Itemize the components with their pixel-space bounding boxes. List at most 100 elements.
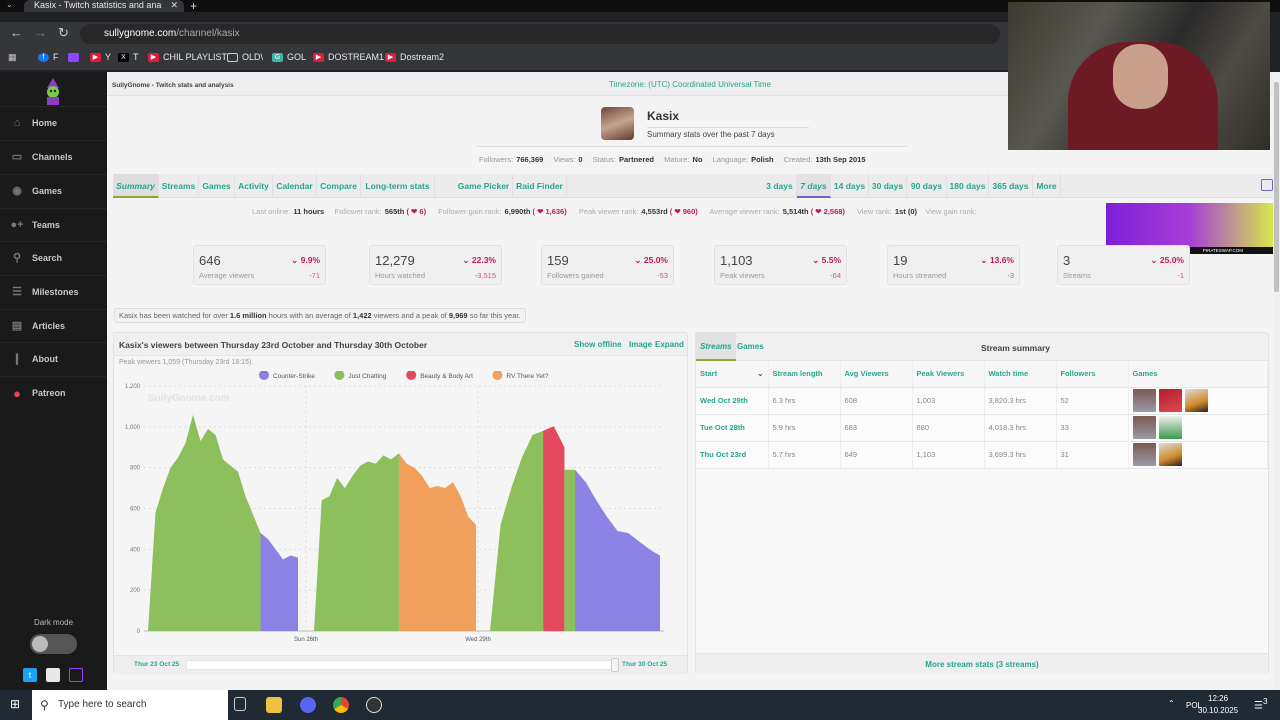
area-segment-just-chatting[interactable] — [314, 453, 399, 631]
sidebar-item-home[interactable]: ⌂ Home — [0, 106, 107, 139]
column-header-stream-length[interactable]: Stream length — [768, 361, 841, 388]
page-scrollbar[interactable] — [1273, 72, 1280, 690]
new-tab-button[interactable]: + — [190, 0, 198, 13]
bookmark-dostream1[interactable]: ▶ DOSTREAM1 — [313, 51, 384, 64]
show-offline-link[interactable]: Show offline — [574, 340, 622, 349]
range-slider-handle[interactable] — [611, 658, 619, 672]
game-thumb-counter-strike[interactable] — [1184, 389, 1208, 412]
column-header-peak-viewers[interactable]: Peak Viewers — [912, 361, 985, 388]
back-icon[interactable]: ← — [10, 25, 23, 40]
bookmark-youtube[interactable]: ▶ Y — [90, 51, 111, 64]
game-thumb-just-chatting[interactable] — [1132, 443, 1156, 466]
column-header-followers[interactable]: Followers — [1056, 361, 1129, 388]
area-segment-just-chatting[interactable] — [564, 469, 575, 631]
timezone-label[interactable]: Timezone: (UTC) Coordinated Universal Ti… — [609, 80, 771, 89]
legend-marker[interactable] — [334, 371, 345, 380]
area-segment-beauty-body-art[interactable] — [543, 426, 565, 631]
sidebar-item-search[interactable]: ⚲ Search — [0, 241, 107, 274]
site-brand[interactable]: SullyGnome - Twitch stats and analysis — [112, 82, 234, 89]
sidebar-item-patreon[interactable]: ● Patreon — [0, 376, 107, 409]
notifications-icon[interactable]: ☰3 — [1254, 696, 1268, 712]
period-180-days[interactable]: 180 days — [947, 174, 989, 198]
tab-games-list[interactable]: Games — [737, 342, 764, 351]
legend-marker[interactable] — [259, 371, 269, 380]
legend-label[interactable]: Beauty & Body Art — [420, 373, 473, 380]
sidebar-item-channels[interactable]: ▭ Channels — [0, 140, 107, 173]
tab-game-picker[interactable]: Game Picker — [455, 174, 513, 198]
bookmark-chil-playlist[interactable]: ▶ CHIL PLAYLIST — [148, 51, 227, 64]
period-more[interactable]: More — [1033, 174, 1061, 198]
period-30-days[interactable]: 30 days — [869, 174, 907, 198]
dark-mode-toggle[interactable] — [30, 634, 77, 654]
tab-compare[interactable]: Compare — [317, 174, 361, 198]
game-thumb-just-chatting[interactable] — [1132, 389, 1156, 412]
tab-search-icon[interactable]: ⌄ — [6, 0, 13, 9]
tab-raid-finder[interactable]: Raid Finder — [513, 174, 567, 198]
windows-start-icon[interactable]: ⊞ — [10, 697, 21, 711]
twitter-icon[interactable]: t — [23, 668, 37, 682]
game-thumb-beauty-body-art[interactable] — [1158, 389, 1182, 412]
table-row[interactable]: Wed Oct 29th 6.3 hrs 608 1,003 3,820.3 h… — [696, 387, 1268, 415]
legend-marker[interactable] — [406, 371, 417, 380]
forward-icon[interactable]: → — [34, 25, 47, 40]
game-thumb-counter-strike[interactable] — [1158, 443, 1182, 466]
period-3-days[interactable]: 3 days — [763, 174, 797, 198]
url-input[interactable]: sullygnome.com/channel/kasix — [80, 24, 1000, 44]
browser-tab[interactable]: Kasix - Twitch statistics and ana ✕ — [24, 0, 184, 12]
apps-icon[interactable]: ▦ — [8, 52, 17, 62]
column-header-games[interactable]: Games — [1128, 361, 1268, 388]
close-tab-icon[interactable]: ✕ — [170, 0, 178, 10]
game-thumb-just-chatting[interactable] — [1132, 416, 1156, 439]
twitch-icon[interactable] — [69, 668, 83, 682]
legend-marker[interactable] — [492, 371, 503, 380]
sidebar-item-milestones[interactable]: ☰ Milestones — [0, 275, 107, 308]
period-90-days[interactable]: 90 days — [907, 174, 947, 198]
tray-chevron-up-icon[interactable]: ⌃ — [1168, 699, 1175, 708]
sullygnome-logo[interactable] — [40, 78, 66, 106]
clock[interactable]: 12:26 30.10.2025 — [1198, 694, 1239, 715]
area-segment-counter-strike[interactable] — [575, 469, 660, 631]
stream-start-link[interactable]: Thu Oct 23rd — [696, 441, 769, 469]
stream-start-link[interactable]: Wed Oct 29th — [696, 387, 769, 415]
discord-icon[interactable] — [300, 697, 316, 713]
legend-label[interactable]: Just Chatting — [348, 373, 386, 380]
area-segment-just-chatting[interactable] — [490, 430, 544, 631]
tab-calendar[interactable]: Calendar — [273, 174, 317, 198]
bookmark-twitch[interactable] — [68, 51, 83, 64]
period-7-days[interactable]: 7 days — [797, 174, 831, 198]
stream-start-link[interactable]: Tue Oct 28th — [696, 414, 769, 442]
sort-chevron-down-icon[interactable]: ⌄ — [757, 369, 764, 379]
period-365-days[interactable]: 365 days — [989, 174, 1033, 198]
tab-long-term-stats[interactable]: Long-term stats — [361, 174, 435, 198]
sidebar-item-teams[interactable]: ●+ Teams — [0, 208, 107, 241]
range-slider-track[interactable] — [186, 660, 614, 670]
expand-link[interactable]: Expand — [655, 340, 684, 349]
image-link[interactable]: Image — [629, 340, 653, 349]
bookmark-folder-old[interactable]: OLD\ — [227, 51, 263, 64]
more-stream-stats-link[interactable]: More stream stats (3 streams) — [696, 653, 1268, 674]
column-header-start[interactable]: Start ⌄ — [696, 361, 769, 388]
sidebar-item-about[interactable]: ❙ About — [0, 342, 107, 375]
area-segment-just-chatting[interactable] — [148, 414, 261, 631]
scrollbar-thumb[interactable] — [1274, 82, 1279, 292]
language-indicator[interactable]: POL — [1186, 701, 1203, 710]
period-14-days[interactable]: 14 days — [831, 174, 869, 198]
bookmark-dostream2[interactable]: ▶ Dostream2 — [385, 51, 444, 64]
bookmark-gol[interactable]: G GOL — [272, 51, 306, 64]
task-view-icon[interactable] — [234, 697, 246, 711]
tab-summary[interactable]: Summary — [113, 174, 159, 198]
chrome-icon[interactable] — [333, 697, 349, 713]
area-segment-rv-there-yet-[interactable] — [398, 453, 476, 631]
obs-icon[interactable] — [366, 697, 382, 713]
game-thumb-rv-there-yet[interactable] — [1158, 416, 1182, 439]
tab-activity[interactable]: Activity — [235, 174, 273, 198]
table-row[interactable]: Thu Oct 23rd 5.7 hrs 649 1,103 3,699.3 h… — [696, 441, 1268, 469]
column-header-avg-viewers[interactable]: Avg Viewers — [840, 361, 913, 388]
twitch-link-icon[interactable] — [1261, 179, 1273, 191]
column-header-watch-time[interactable]: Watch time — [984, 361, 1057, 388]
table-row[interactable]: Tue Oct 28th 5.9 hrs 683 880 4,018.3 hrs… — [696, 414, 1268, 442]
reload-icon[interactable]: ↻ — [58, 25, 69, 40]
file-explorer-icon[interactable] — [266, 697, 282, 713]
